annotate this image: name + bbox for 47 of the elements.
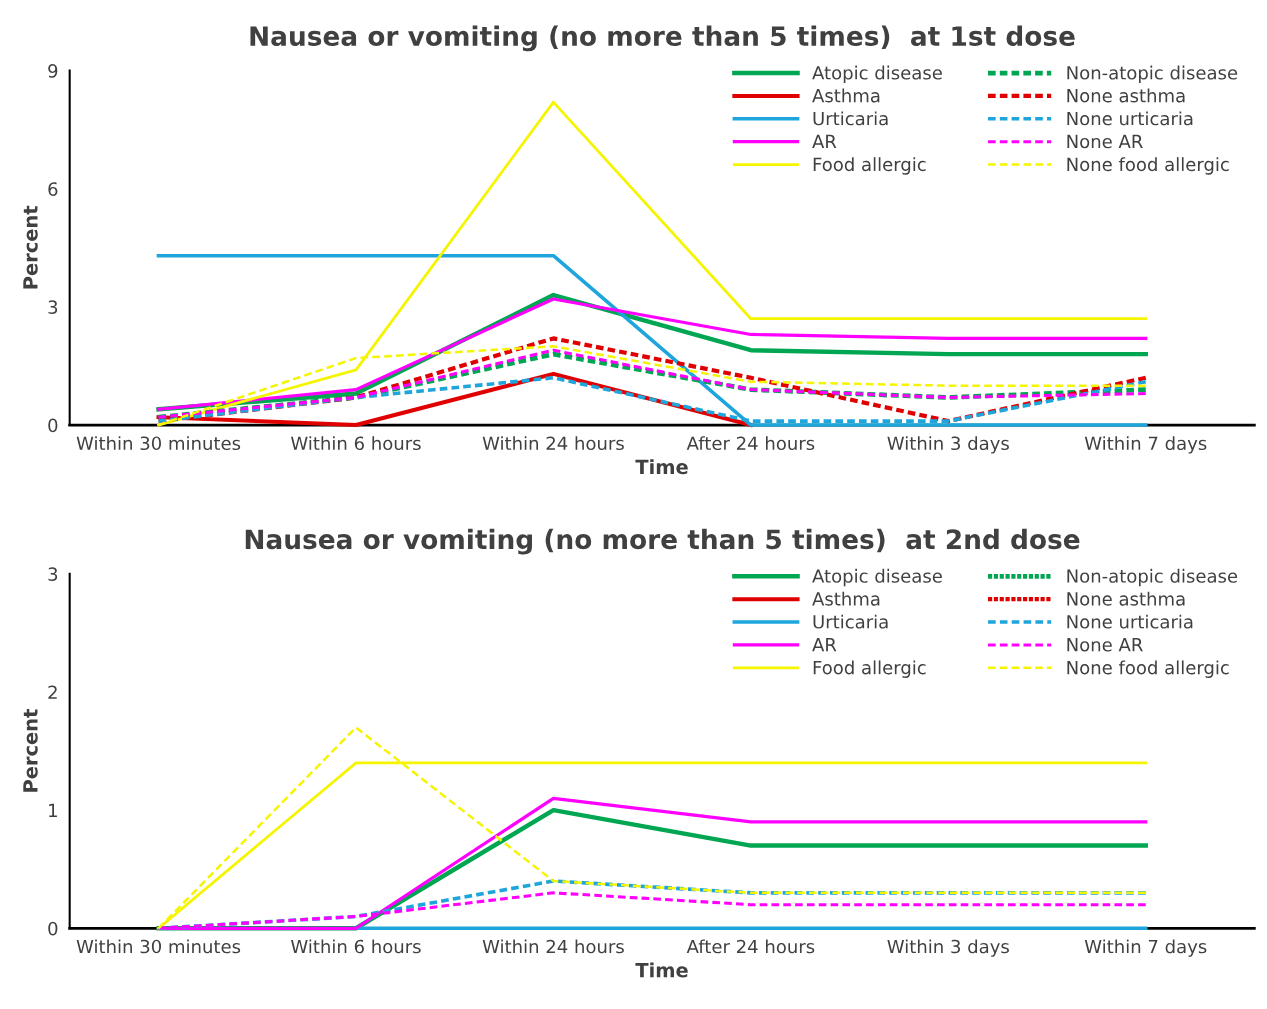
y-tick-label: 6 — [48, 182, 58, 196]
legend-label: None asthma — [1067, 591, 1185, 606]
legend-label: Asthma — [812, 591, 880, 606]
y-tick-label: 3 — [48, 300, 58, 315]
legend-label: AR — [812, 134, 837, 149]
y-tick-label: 3 — [48, 567, 58, 581]
legend-label: Atopic disease — [812, 65, 942, 84]
legend-label: None food allergic — [1067, 157, 1229, 175]
legend-label: Atopic disease — [812, 568, 942, 587]
x-tick-label: After 24 hours — [686, 939, 815, 954]
legend-label: Food allergic — [813, 157, 926, 175]
legend-label: Non-atopic disease — [1067, 65, 1238, 84]
x-tick-label: Within 7 days — [1084, 436, 1207, 454]
x-tick-label: Within 7 days — [1084, 939, 1207, 957]
y-tick-label: 0 — [48, 921, 58, 936]
legend-label: Urticaria — [813, 614, 888, 629]
x-tick-label: After 24 hours — [686, 436, 815, 451]
x-axis-title: Time — [635, 962, 688, 978]
y-tick-label: 9 — [48, 64, 58, 78]
legend-label: None food allergic — [1067, 660, 1229, 678]
legend-label: Asthma — [812, 88, 880, 103]
legend-label: None urticaria — [1067, 614, 1193, 629]
chart-title: Nausea or vomiting (no more than 5 times) at 1st dose — [250, 25, 1075, 52]
y-tick-label: 2 — [48, 685, 57, 699]
line-series — [156, 879, 1148, 931]
y-tick-label: 0 — [48, 418, 58, 433]
x-tick-label: Within 24 hours — [482, 436, 624, 451]
legend-label: Food allergic — [813, 660, 926, 678]
chart-title: Nausea or vomiting (no more than 5 times) at 2nd dose — [245, 528, 1080, 555]
x-tick-label: Within 30 minutes — [76, 436, 241, 451]
x-tick-label: Within 6 hours — [290, 939, 421, 954]
x-tick-label: Within 6 hours — [290, 436, 421, 451]
y-axis-title: Percent — [23, 205, 38, 289]
y-axis-title: Percent — [23, 709, 38, 792]
legend-label: Urticaria — [813, 111, 888, 126]
x-tick-label: Within 3 days — [887, 436, 1009, 454]
x-tick-label: Within 24 hours — [482, 939, 624, 954]
legend-label: None AR — [1067, 134, 1143, 149]
legend-label: None asthma — [1067, 88, 1185, 103]
legend-label: AR — [812, 638, 837, 652]
legend-label: None AR — [1067, 638, 1143, 652]
x-tick-label: Within 30 minutes — [76, 939, 241, 954]
y-tick-label: 1 — [49, 803, 57, 818]
x-tick-label: Within 3 days — [887, 939, 1009, 957]
legend-label: Non-atopic disease — [1067, 568, 1238, 587]
legend-label: None urticaria — [1067, 111, 1193, 126]
x-axis-title: Time — [635, 459, 688, 475]
